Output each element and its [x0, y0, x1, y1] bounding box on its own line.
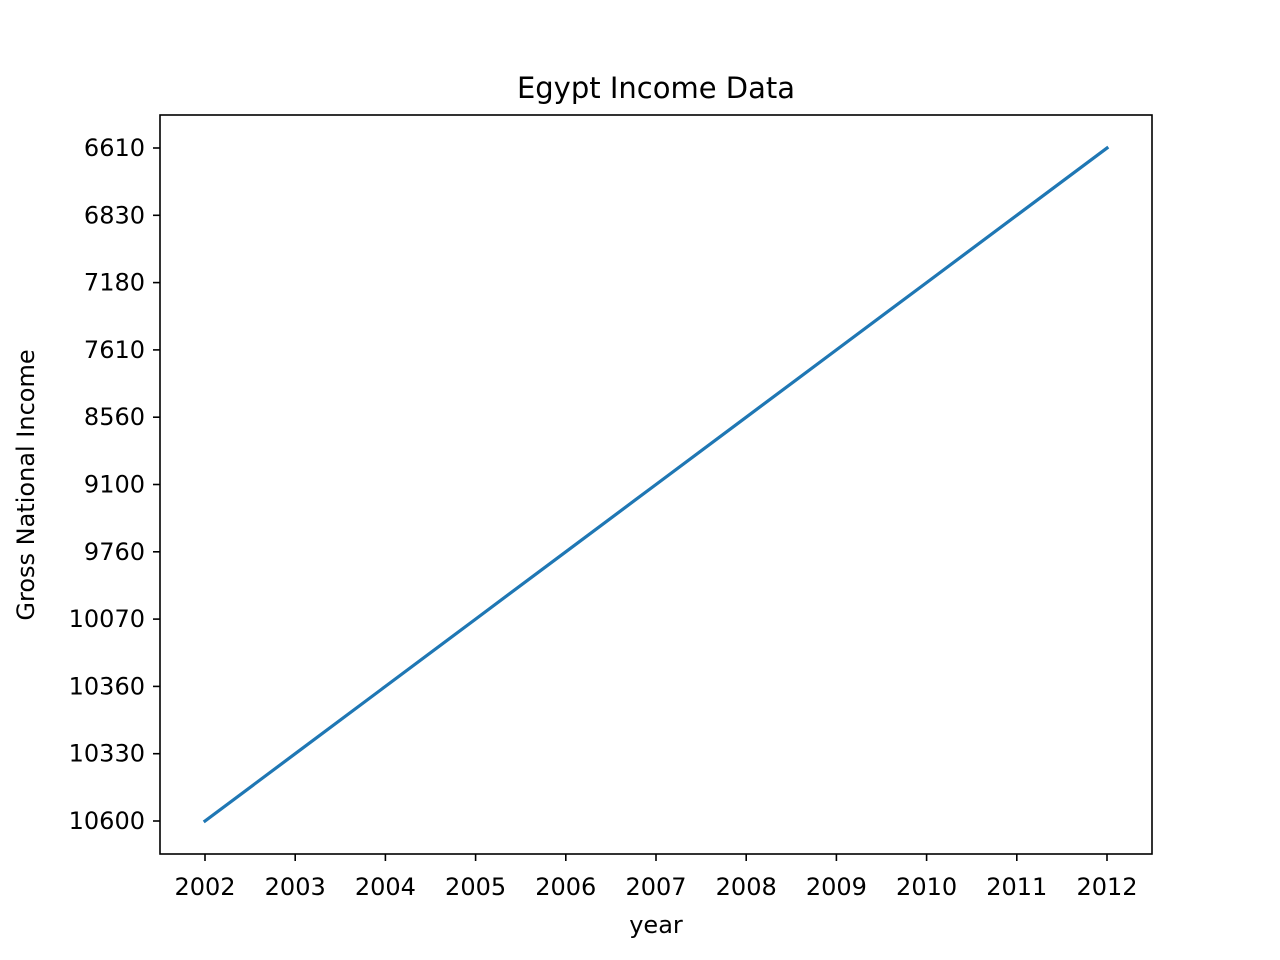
series-line — [202, 145, 1110, 824]
y-axis: 10600 10330 10360 10070 9760 9100 8560 7610 7180… — [69, 134, 160, 835]
x-axis-label: year — [629, 911, 683, 939]
y-tick-label: 10070 — [69, 605, 145, 633]
x-axis: 2002 2003 2004 2005 2006 2007 2008 2009 2010 2011… — [174, 854, 1138, 901]
plot-frame — [159, 114, 1153, 855]
x-tick-label: 2002 — [174, 873, 235, 901]
x-tick-label: 2010 — [896, 873, 957, 901]
y-tick-label: 7180 — [84, 269, 145, 297]
x-tick-label: 2004 — [355, 873, 416, 901]
x-tick-label: 2005 — [445, 873, 506, 901]
x-tick-label: 2012 — [1076, 873, 1137, 901]
y-tick-label: 8560 — [84, 403, 145, 431]
y-tick-label: 7610 — [84, 336, 145, 364]
y-tick-label: 6610 — [84, 134, 145, 162]
plot-area — [202, 145, 1110, 824]
x-tick-label: 2006 — [535, 873, 596, 901]
y-tick-label: 9100 — [84, 471, 145, 499]
y-axis-label: Gross National Income — [12, 349, 40, 620]
x-tick-label: 2011 — [986, 873, 1047, 901]
x-tick-label: 2009 — [806, 873, 867, 901]
y-tick-label: 6830 — [84, 201, 145, 229]
y-tick-label: 10360 — [69, 672, 145, 700]
x-tick-label: 2008 — [716, 873, 777, 901]
chart-title: Egypt Income Data — [517, 71, 795, 105]
x-tick-label: 2007 — [625, 873, 686, 901]
y-tick-label: 9760 — [84, 538, 145, 566]
y-tick-label: 10330 — [69, 740, 145, 768]
y-tick-label: 10600 — [69, 807, 145, 835]
x-tick-label: 2003 — [265, 873, 326, 901]
